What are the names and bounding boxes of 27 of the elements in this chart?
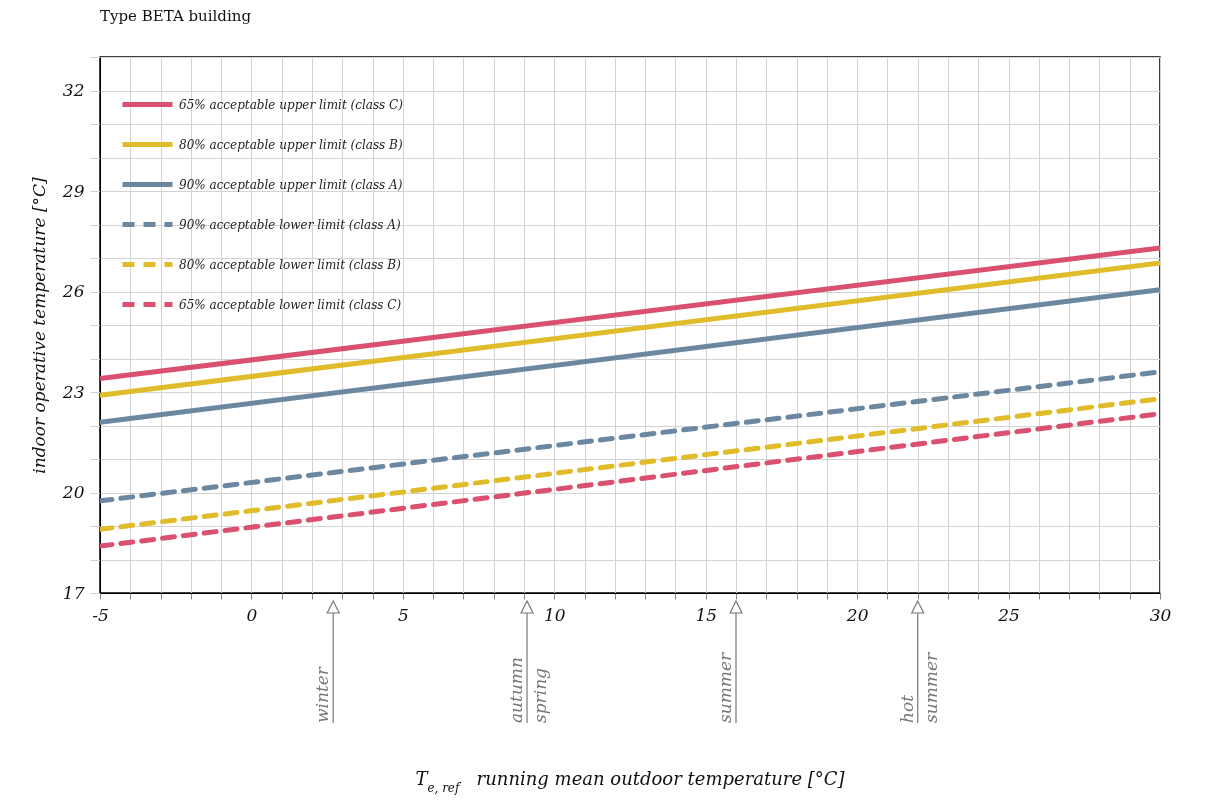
y-tick-label: 26 — [61, 281, 85, 301]
y-axis-title: indoor operative temperature [°C] — [28, 176, 49, 474]
x-tick-label: 20 — [845, 604, 869, 625]
y-tick-label: 17 — [62, 582, 85, 603]
legend-label: 65% acceptable lower limit (class C) — [179, 297, 402, 312]
ref-line-label: winter — [312, 666, 333, 723]
y-tick-label: 32 — [62, 80, 85, 100]
chart-title: Type BETA building — [100, 7, 252, 25]
x-tick-label: -5 — [92, 604, 109, 625]
x-tick-label: 5 — [397, 604, 409, 625]
text: T$_{e, ref}$ running mean outdoor temperature [°C] — [415, 768, 845, 795]
x-tick-label: 0 — [246, 604, 258, 625]
ref-line-label: autumn spring — [506, 657, 551, 723]
x-tick-label: 10 — [543, 604, 566, 625]
x-tick-label: 15 — [695, 604, 718, 625]
x-tick-label: 30 — [1149, 604, 1172, 625]
ref-line-label: hot summer — [896, 652, 941, 723]
legend-label: 90% acceptable lower limit (class A) — [179, 217, 401, 232]
y-tick-label: 29 — [61, 180, 85, 201]
x-tick-label: 25 — [997, 604, 1020, 625]
legend-label: 90% acceptable upper limit (class A) — [179, 177, 403, 192]
legend-label: 65% acceptable upper limit (class C) — [179, 97, 404, 112]
y-tick-label: 20 — [61, 482, 85, 502]
ref-line-label: summer — [715, 652, 735, 723]
y-tick-label: 23 — [61, 381, 85, 402]
legend-label: 80% acceptable lower limit (class B) — [179, 257, 402, 272]
legend-label: 80% acceptable upper limit (class B) — [179, 137, 403, 152]
